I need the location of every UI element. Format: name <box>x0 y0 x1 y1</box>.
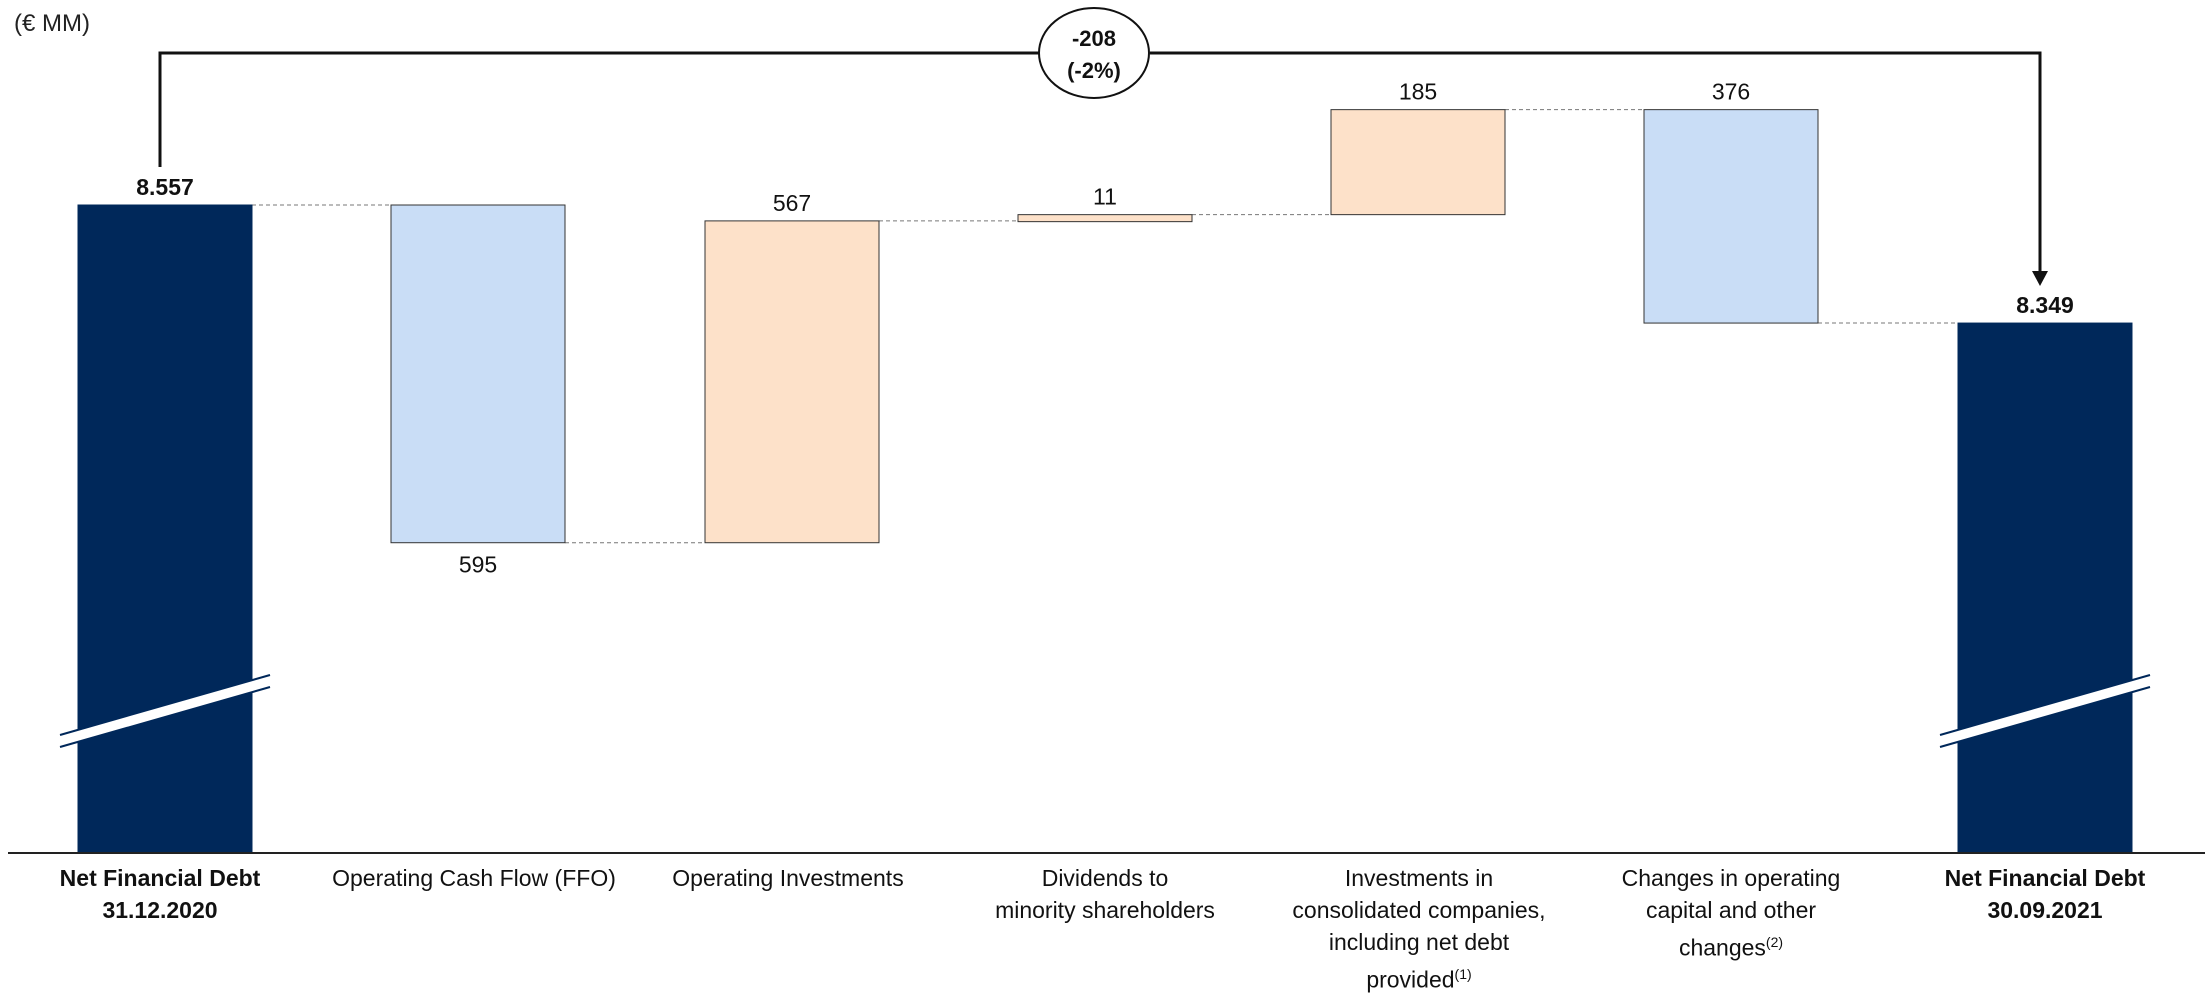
category-label-line: capital and other <box>1645 897 1817 923</box>
category-label-line: Investments in <box>1344 865 1494 891</box>
total-value-label: 8.349 <box>2016 292 2074 318</box>
category-label-operating-capital: Changes in operating capital and other c… <box>1581 862 1881 964</box>
category-label-line: including net debt <box>1328 929 1510 955</box>
category-label-line: Net Financial Debt <box>59 865 261 891</box>
change-bracket-left <box>158 51 1040 167</box>
change-badge-percent: (-2%) <box>1067 58 1121 83</box>
category-label-ffo: Operating Cash Flow (FFO) <box>324 862 624 894</box>
category-label-line: minority shareholders <box>995 897 1215 923</box>
category-label-line: Operating Cash Flow (FFO) <box>332 865 616 891</box>
category-label-line: consolidated companies, <box>1292 897 1546 923</box>
category-label-dividends: Dividends to minority shareholders <box>955 862 1255 926</box>
value-label: 376 <box>1712 79 1750 105</box>
increase-bar <box>1017 214 1193 223</box>
footnote-marker: (2) <box>1765 934 1784 950</box>
category-label-line: Dividends to <box>1041 865 1169 891</box>
total-bar <box>77 204 253 854</box>
value-label: 567 <box>773 190 811 216</box>
category-label-line: 31.12.2020 <box>102 897 218 923</box>
decrease-bar <box>390 204 566 544</box>
axis-break-line <box>1939 674 2151 736</box>
category-label-line: 30.09.2021 <box>1987 897 2103 923</box>
category-label-start-debt: Net Financial Debt 31.12.2020 <box>10 862 310 926</box>
category-label-end-debt: Net Financial Debt 30.09.2021 <box>1895 862 2195 926</box>
axis-break-line <box>59 686 271 748</box>
axis-break-line <box>59 674 271 736</box>
category-label-line: Changes in operating <box>1621 865 1841 891</box>
decrease-bar <box>1643 109 1819 324</box>
value-label: 185 <box>1399 79 1437 105</box>
increase-bar <box>1330 109 1506 216</box>
value-label: 595 <box>459 552 497 578</box>
axis-break-line <box>1939 686 2151 748</box>
change-badge-value: -208 <box>1072 26 1116 51</box>
category-label-line: Net Financial Debt <box>1944 865 2146 891</box>
category-label-operating-investments: Operating Investments <box>638 862 938 894</box>
unit-label: (€ MM) <box>14 10 90 37</box>
increase-bar <box>704 220 880 544</box>
change-badge <box>1038 7 1150 99</box>
category-label-line: Operating Investments <box>672 865 904 891</box>
category-label-line: provided <box>1366 966 1455 993</box>
change-bracket-right <box>1150 51 2042 274</box>
category-label-consolidated-investments: Investments in consolidated companies, i… <box>1269 862 1569 996</box>
total-bar <box>1957 322 2133 854</box>
total-value-label: 8.557 <box>136 174 194 200</box>
value-label: 11 <box>1093 184 1117 210</box>
footnote-marker: (1) <box>1454 966 1472 982</box>
change-arrowhead <box>2032 271 2048 287</box>
category-label-line: changes <box>1678 934 1766 961</box>
